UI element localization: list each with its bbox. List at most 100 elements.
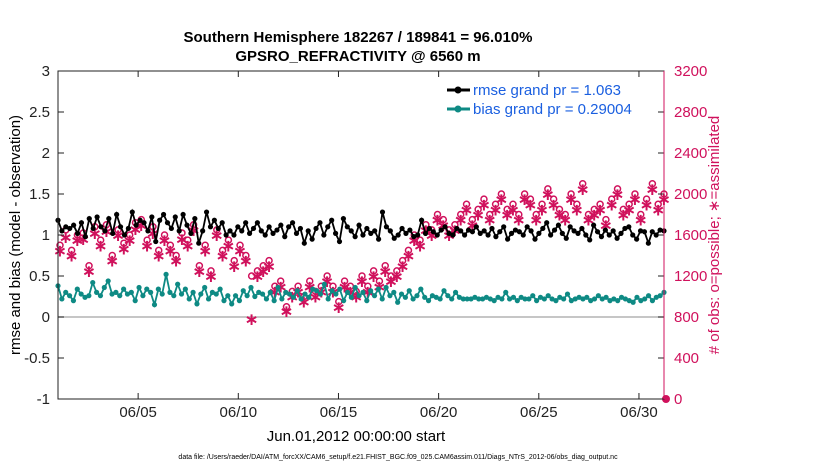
- bias-point: [491, 298, 497, 304]
- rmse-point: [125, 225, 131, 232]
- rmse-point: [172, 214, 178, 220]
- rmse-point: [422, 230, 429, 236]
- x-axis: 06/05 06/10 06/15 06/20 06/25 06/30: [119, 71, 658, 421]
- obs-assimilated-point: ∗: [541, 185, 555, 205]
- bias-point: [375, 286, 381, 292]
- rmse-point: [67, 225, 73, 232]
- rmse-point: [649, 229, 655, 235]
- rmse-point: [618, 230, 624, 236]
- bias-point: [333, 291, 339, 297]
- rmse-point: [321, 232, 327, 238]
- rmse-point: [219, 220, 225, 226]
- bias-point: [221, 298, 227, 304]
- rmse-point: [336, 238, 343, 245]
- obs-possible-point: [468, 215, 477, 224]
- obs-assimilated-point: ∗: [535, 200, 549, 220]
- obs-possible-point: [85, 262, 93, 270]
- obs-possible-point: [224, 236, 233, 244]
- bias-point: [113, 289, 119, 295]
- rmse-point: [313, 225, 319, 232]
- obs-possible-point: [607, 195, 616, 203]
- rmse-point: [622, 225, 628, 232]
- bias-point: [371, 293, 378, 299]
- bias-point: [341, 298, 347, 304]
- obs-assimilated-point: ∗: [181, 236, 195, 256]
- obs-possible-point: [509, 200, 517, 208]
- obs-possible-point: [439, 215, 448, 224]
- rmse-point: [505, 236, 511, 242]
- bias-point: [553, 298, 559, 304]
- bias-point: [90, 279, 96, 286]
- rmse-point: [551, 227, 558, 233]
- rmse-point: [399, 225, 405, 232]
- bias-point: [325, 296, 331, 302]
- bias-point: [514, 298, 520, 304]
- rmse-point: [516, 229, 522, 235]
- bias-point: [503, 289, 509, 295]
- obs-possible-point: [67, 246, 76, 255]
- rmse-point: [575, 230, 581, 236]
- rmse-point: [477, 230, 483, 236]
- obs-possible-point: [631, 190, 639, 198]
- y-right-tick-label: 400: [674, 350, 699, 367]
- rmse-point: [106, 216, 112, 222]
- rmse-point: [86, 216, 92, 222]
- obs-possible-point: [218, 246, 227, 255]
- rmse-point: [469, 229, 476, 235]
- rmse-point: [129, 209, 135, 215]
- obs-assimilated-point: ∗: [279, 302, 293, 322]
- bias-point: [252, 293, 258, 300]
- rmse-point: [630, 232, 636, 238]
- obs-possible-point: [398, 256, 407, 265]
- bias-point: [159, 291, 165, 297]
- rmse-point: [481, 228, 487, 234]
- obs-possible-point: [369, 267, 378, 275]
- x-axis-label: Jun.01,2012 00:00:00 start: [267, 428, 446, 445]
- obs-assimilated-point: ∗: [227, 257, 241, 277]
- rmse-point: [102, 228, 108, 234]
- bias-point: [410, 296, 416, 302]
- obs-possible-point: [416, 236, 424, 244]
- rmse-point: [383, 224, 390, 230]
- rmse-point: [606, 232, 612, 238]
- chart-title-line2: GPSRO_REFRACTIVITY @ 6560 m: [235, 48, 480, 65]
- rmse-point: [325, 224, 331, 230]
- rmse-point: [297, 225, 303, 232]
- rmse-point: [532, 236, 538, 242]
- obs-assimilated-point: ∗: [53, 241, 67, 261]
- bias-point: [302, 291, 308, 297]
- obs-assimilated-point: ∗: [593, 200, 607, 220]
- bias-point: [275, 284, 281, 291]
- bias-point: [418, 286, 424, 292]
- obs-assimilated-point: ∗: [639, 195, 653, 215]
- obs-possible-point: [276, 277, 285, 285]
- obs-possible-point: [573, 200, 581, 208]
- rmse-point: [520, 232, 526, 238]
- rmse-point: [462, 232, 468, 238]
- rmse-point: [395, 232, 401, 238]
- bias-point: [202, 284, 208, 291]
- rmse-point: [375, 236, 382, 242]
- rmse-point: [117, 224, 124, 230]
- bias-point: [642, 296, 648, 302]
- obs-assimilated-point: ∗: [256, 262, 270, 282]
- obs-assimilated-point: ∗: [94, 236, 108, 256]
- obs-assimilated-point: ∗: [140, 236, 154, 256]
- bias-point: [314, 288, 320, 294]
- rmse-point: [634, 236, 640, 242]
- bias-point: [217, 286, 223, 292]
- obs-possible-point: [381, 262, 389, 270]
- obs-possible-point: [201, 241, 209, 249]
- obs-assimilated-point: ∗: [477, 195, 491, 215]
- rmse-point: [641, 229, 648, 235]
- obs-assimilated-point: ∗: [552, 206, 566, 226]
- bias-point: [140, 293, 146, 299]
- obs-assimilated-point: ∗: [250, 267, 264, 287]
- obs-possible-point: [259, 262, 268, 270]
- obs-assimilated-point: ∗: [483, 211, 497, 231]
- rmse-point: [250, 225, 257, 232]
- bias-point: [236, 298, 243, 304]
- obs-possible-point: [602, 215, 610, 224]
- bias-point: [379, 296, 385, 302]
